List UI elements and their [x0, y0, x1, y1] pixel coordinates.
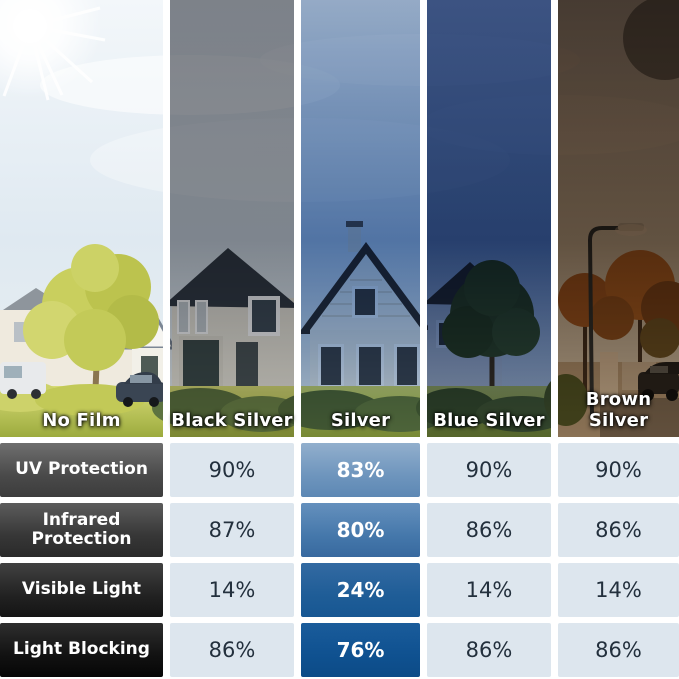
- strip-divider: [420, 0, 427, 437]
- value-uv-black-silver: 90%: [170, 443, 294, 497]
- film-strip-label-black-silver: Black Silver: [171, 410, 293, 431]
- value-ir-brown-silver: 86%: [558, 503, 679, 557]
- film-specs-table: UV Protection 90% 83% 90% 90% Infrared P…: [0, 443, 679, 677]
- value-uv-blue-silver: 90%: [427, 443, 551, 497]
- value-uv-silver: 83%: [301, 443, 420, 497]
- street-scene-photo: [0, 0, 679, 437]
- value-lb-black-silver: 86%: [170, 623, 294, 677]
- value-ir-black-silver: 87%: [170, 503, 294, 557]
- metric-label-uv-protection: UV Protection: [0, 443, 163, 497]
- value-lb-blue-silver: 86%: [427, 623, 551, 677]
- film-strip-label-blue-silver: Blue Silver: [433, 410, 545, 431]
- tree-yellow: [23, 244, 159, 403]
- car-white-van: [0, 362, 46, 399]
- photo-comparison-panel: No Film Black Silver Silver Blue Silver …: [0, 0, 679, 437]
- film-strip-label-silver: Silver: [330, 410, 391, 431]
- metric-label-light-blocking: Light Blocking: [0, 623, 163, 677]
- film-strip-label-brown-silver: Brown Silver: [585, 389, 652, 431]
- value-lb-brown-silver: 86%: [558, 623, 679, 677]
- value-ir-silver: 80%: [301, 503, 420, 557]
- value-ir-blue-silver: 86%: [427, 503, 551, 557]
- strip-divider: [294, 0, 301, 437]
- value-lb-silver: 76%: [301, 623, 420, 677]
- value-vl-black-silver: 14%: [170, 563, 294, 617]
- value-vl-silver: 24%: [301, 563, 420, 617]
- value-vl-blue-silver: 14%: [427, 563, 551, 617]
- sun: [0, 0, 106, 101]
- metric-label-visible-light: Visible Light: [0, 563, 163, 617]
- strip-divider: [163, 0, 170, 437]
- strip-divider: [551, 0, 558, 437]
- value-vl-brown-silver: 14%: [558, 563, 679, 617]
- car-dark: [116, 372, 166, 407]
- value-uv-brown-silver: 90%: [558, 443, 679, 497]
- metric-label-infrared-protection: Infrared Protection: [0, 503, 163, 557]
- film-strip-label-no-film: No Film: [42, 410, 121, 431]
